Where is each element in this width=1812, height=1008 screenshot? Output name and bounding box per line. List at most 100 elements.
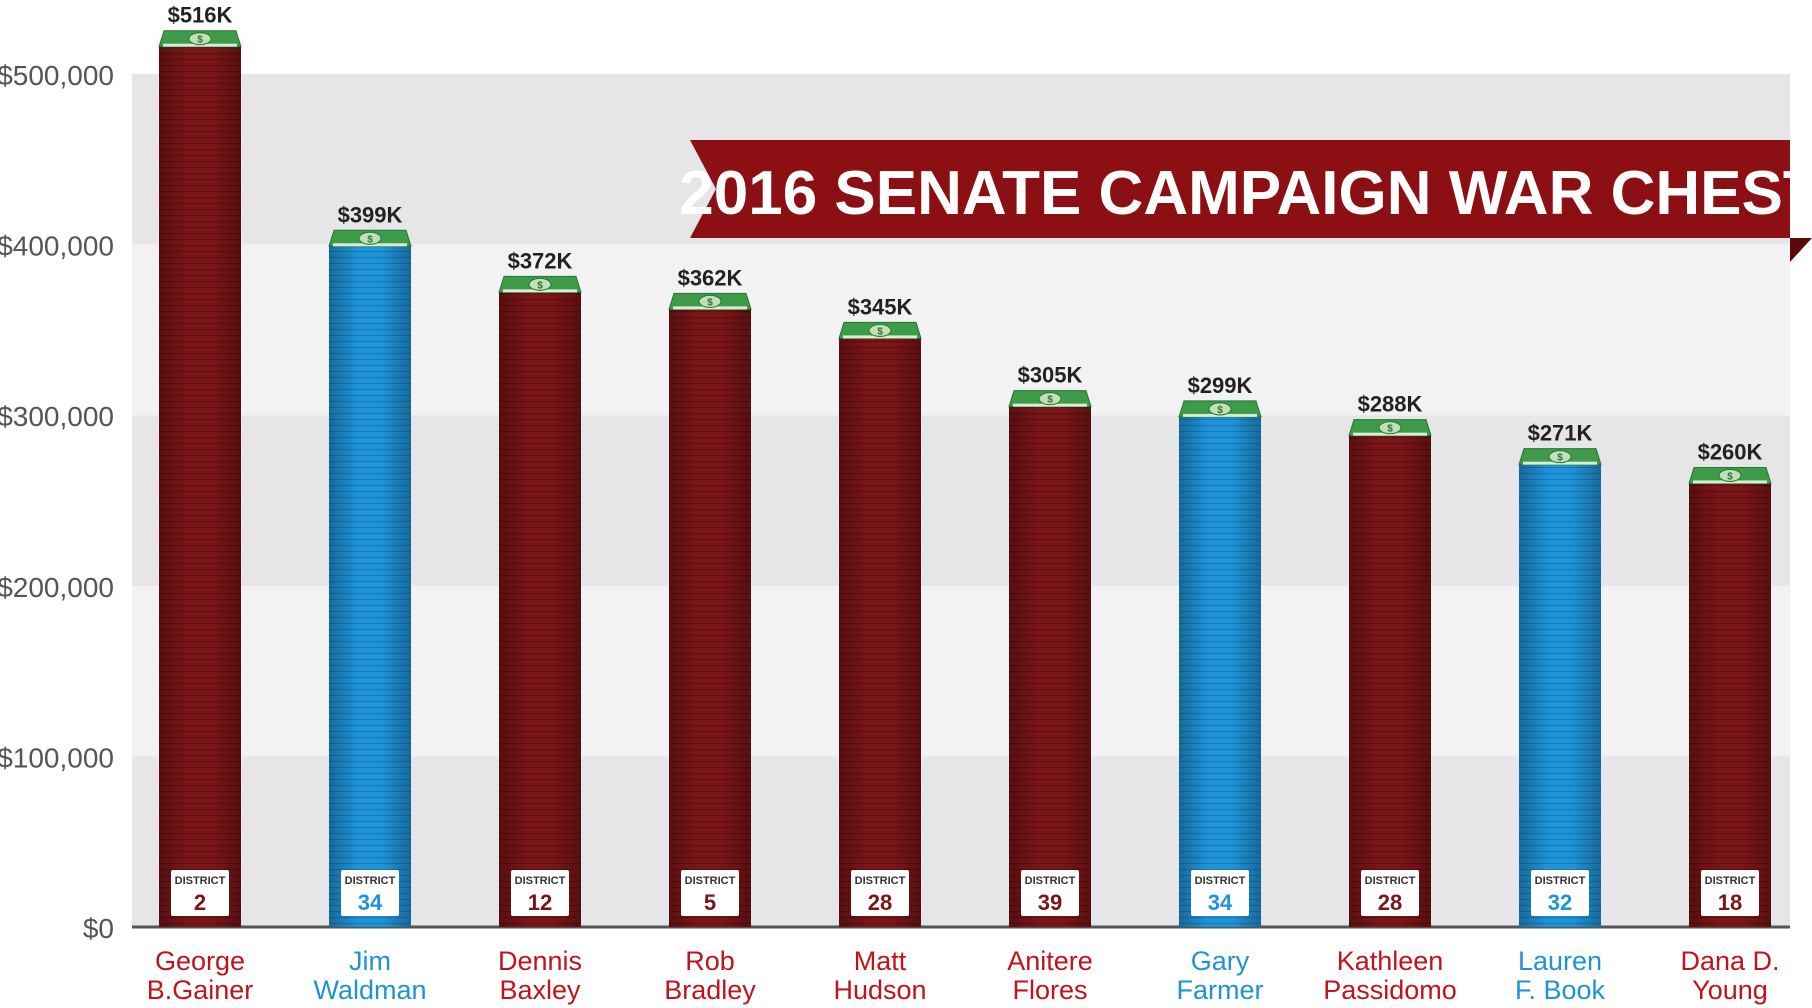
value-label: $305K: [1018, 363, 1083, 388]
district-number: 39: [1038, 890, 1062, 915]
candidate-name-line1: Kathleen: [1337, 946, 1444, 976]
bar-shading: [1349, 435, 1431, 927]
candidate-name-line2: Passidomo: [1323, 975, 1457, 1005]
district-badge-label: DISTRICT: [1705, 875, 1756, 887]
district-badge-label: DISTRICT: [345, 875, 396, 887]
district-number: 32: [1548, 890, 1572, 915]
value-label: $372K: [508, 248, 573, 273]
district-number: 34: [358, 890, 383, 915]
dollar-icon-glyph: $: [1557, 453, 1563, 464]
y-tick-label: $500,000: [0, 60, 114, 91]
bar-shading: [329, 246, 411, 927]
district-number: 34: [1208, 890, 1233, 915]
district-badge: [341, 870, 399, 916]
y-tick-label: $300,000: [0, 401, 114, 432]
candidate-name-line2: Waldman: [313, 975, 426, 1005]
district-badge-label: DISTRICT: [515, 875, 566, 887]
district-number: 2: [194, 890, 206, 915]
dollar-icon-glyph: $: [1217, 405, 1223, 416]
dollar-icon: [1548, 450, 1572, 464]
district-badge-label: DISTRICT: [1365, 875, 1416, 887]
candidate-name-line2: Flores: [1012, 975, 1087, 1005]
candidate-name-line1: Jim: [349, 946, 391, 976]
candidate-name-line1: Lauren: [1518, 946, 1602, 976]
bar-shading: [669, 309, 751, 928]
district-number: 18: [1718, 890, 1742, 915]
district-number: 28: [1378, 890, 1402, 915]
bar-shading: [1689, 483, 1771, 927]
value-label: $362K: [678, 265, 743, 290]
dollar-icon-glyph: $: [1727, 471, 1733, 482]
candidate-name-line2: B.Gainer: [147, 975, 254, 1005]
y-tick-label: $200,000: [0, 572, 114, 603]
district-badge-label: DISTRICT: [1535, 875, 1586, 887]
dollar-icon-glyph: $: [1387, 424, 1393, 435]
value-label: $299K: [1188, 373, 1253, 398]
bar-shading: [1519, 464, 1601, 927]
dollar-icon: [358, 231, 382, 245]
value-label: $288K: [1358, 392, 1423, 417]
district-badge-label: DISTRICT: [1025, 875, 1076, 887]
dollar-icon: [1038, 392, 1062, 406]
district-badge: [1021, 870, 1079, 916]
y-tick-label: $100,000: [0, 742, 114, 773]
y-tick-label: $0: [83, 913, 114, 944]
candidate-name-line2: F. Book: [1515, 975, 1606, 1005]
district-badge-label: DISTRICT: [855, 875, 906, 887]
dollar-icon: [1378, 421, 1402, 435]
district-number: 28: [868, 890, 892, 915]
candidate-name-line1: Dana D.: [1680, 946, 1779, 976]
dollar-icon-glyph: $: [877, 326, 883, 337]
district-badge: [1191, 870, 1249, 916]
candidate-name-line2: Young: [1692, 975, 1768, 1005]
district-badge: [1361, 870, 1419, 916]
bar-shading: [159, 46, 241, 928]
candidate-name-line1: Matt: [854, 946, 907, 976]
candidate-name-line1: George: [155, 946, 245, 976]
bar-shading: [1179, 416, 1261, 927]
dollar-icon-glyph: $: [367, 234, 373, 245]
candidate-name-line2: Farmer: [1177, 975, 1264, 1005]
title-banner-fold: [1790, 238, 1812, 262]
dollar-icon: [188, 32, 212, 46]
value-label: $345K: [848, 294, 913, 319]
district-badge: [681, 870, 739, 916]
candidate-name-line2: Hudson: [833, 975, 926, 1005]
candidate-name-line1: Anitere: [1007, 946, 1093, 976]
value-label: $271K: [1528, 421, 1593, 446]
district-badge: [171, 870, 229, 916]
y-axis: $0 $100,000 $200,000 $300,000 $400,000 $500,0…: [0, 60, 114, 944]
district-badge: [851, 870, 909, 916]
candidate-name-line1: Dennis: [498, 946, 582, 976]
dollar-icon-glyph: $: [1047, 395, 1053, 406]
y-tick-label: $400,000: [0, 231, 114, 262]
dollar-icon-glyph: $: [537, 280, 543, 291]
title-banner-shape: [690, 140, 1790, 238]
dollar-icon: [868, 323, 892, 337]
value-label: $516K: [168, 3, 233, 28]
dollar-icon-glyph: $: [707, 297, 713, 308]
dollar-icon: [698, 294, 722, 308]
candidate-name-line2: Bradley: [664, 975, 756, 1005]
candidate-name-line1: Gary: [1191, 946, 1250, 976]
value-label: $399K: [338, 202, 403, 227]
district-number: 12: [528, 890, 552, 915]
dollar-icon: [528, 277, 552, 291]
district-badge: [1701, 870, 1759, 916]
dollar-icon: [1718, 468, 1742, 482]
district-badge-label: DISTRICT: [1195, 875, 1246, 887]
district-badge-label: DISTRICT: [685, 875, 736, 887]
candidate-name-line1: Rob: [685, 946, 735, 976]
bar-shading: [499, 292, 581, 927]
dollar-icon: [1208, 402, 1232, 416]
